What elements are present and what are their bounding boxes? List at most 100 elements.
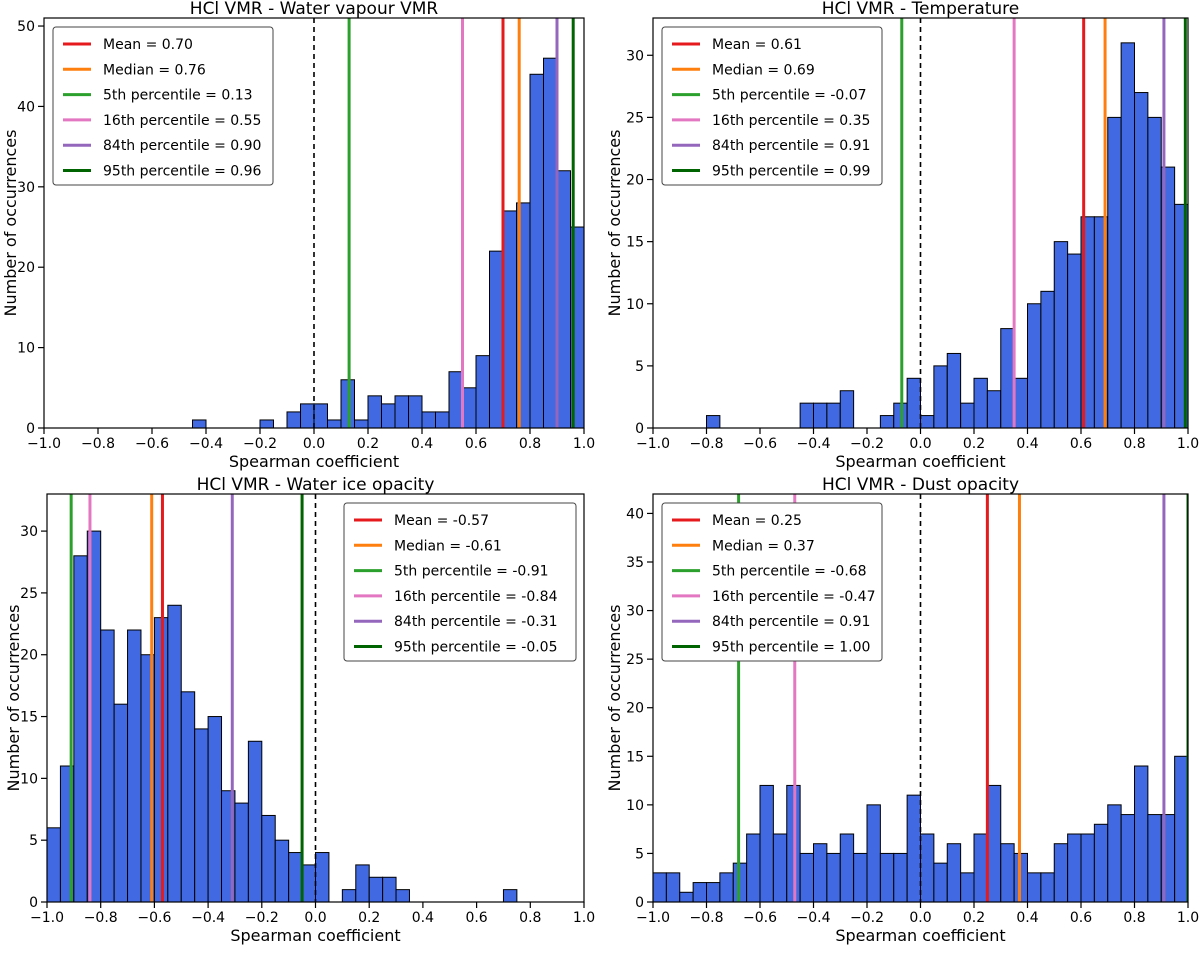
chart-title: HCl VMR - Water ice opacity bbox=[197, 475, 435, 495]
chart-title: HCl VMR - Temperature bbox=[822, 0, 1020, 19]
y-tick-label: 20 bbox=[626, 701, 644, 717]
x-tick-label: −0.2 bbox=[243, 436, 277, 452]
y-tick-label: 5 bbox=[29, 833, 38, 849]
legend-label: 5th percentile = -0.91 bbox=[394, 564, 549, 580]
plot-area bbox=[653, 494, 1188, 902]
histogram-bar bbox=[879, 852, 895, 902]
histogram-bar bbox=[706, 415, 721, 428]
histogram-bar bbox=[489, 250, 504, 428]
x-tick-label: 0.8 bbox=[1123, 910, 1145, 926]
histogram-bar bbox=[920, 415, 935, 428]
histogram-bar bbox=[127, 629, 142, 902]
histogram-bar bbox=[813, 843, 828, 902]
x-tick-label: −0.2 bbox=[850, 436, 884, 452]
legend-label: 16th percentile = -0.47 bbox=[712, 589, 876, 605]
x-tick-label: 1.0 bbox=[1177, 910, 1199, 926]
legend-label: Mean = 0.70 bbox=[103, 37, 193, 53]
y-tick-label: 30 bbox=[20, 524, 38, 540]
histogram-bar bbox=[502, 889, 518, 902]
plot-area bbox=[706, 18, 1188, 428]
y-axis-label: Number of occurrences bbox=[605, 605, 624, 792]
legend-label: 95th percentile = 0.99 bbox=[712, 164, 870, 180]
histogram-bar bbox=[973, 833, 988, 902]
histogram-bar bbox=[327, 419, 342, 428]
legend-label: 84th percentile = 0.91 bbox=[712, 614, 870, 630]
histogram-bar bbox=[1000, 843, 1015, 902]
y-tick-label: 20 bbox=[17, 260, 35, 276]
histogram-bar bbox=[100, 629, 115, 902]
histogram-bar bbox=[502, 210, 517, 428]
legend-label: 95th percentile = 0.96 bbox=[103, 164, 262, 180]
histogram-bar bbox=[355, 864, 370, 902]
x-tick-label: −1.0 bbox=[636, 910, 670, 926]
histogram-bar bbox=[920, 833, 935, 902]
legend-label: 84th percentile = 0.90 bbox=[103, 138, 261, 154]
y-tick-label: 20 bbox=[20, 648, 38, 664]
histogram-bar bbox=[1147, 814, 1162, 902]
legend-box bbox=[661, 26, 883, 186]
x-tick-label: 0.2 bbox=[358, 910, 380, 926]
histogram-bar bbox=[1027, 303, 1042, 428]
x-tick-label: 0.6 bbox=[1070, 436, 1092, 452]
y-tick-label: 15 bbox=[626, 749, 644, 765]
legend: Mean = 0.70 Median = 0.76 5th percentile =… bbox=[52, 26, 274, 186]
histogram-bar bbox=[986, 784, 1002, 902]
y-tick-label: 5 bbox=[635, 359, 644, 375]
y-tick-label: 35 bbox=[626, 555, 644, 571]
histogram-bar bbox=[679, 891, 694, 902]
chart-title: HCl VMR - Dust opacity bbox=[822, 475, 1019, 495]
histogram-bar bbox=[259, 419, 274, 428]
x-tick-label: −1.0 bbox=[636, 436, 670, 452]
histogram-bar bbox=[839, 390, 855, 428]
histogram-bar bbox=[1053, 241, 1069, 428]
y-tick-label: 0 bbox=[26, 421, 35, 437]
legend-box bbox=[52, 26, 274, 186]
histogram-bar bbox=[113, 703, 129, 902]
x-tick-label: 0.6 bbox=[465, 436, 487, 452]
x-tick-label: 0.8 bbox=[1123, 436, 1145, 452]
x-tick-label: 0.2 bbox=[963, 436, 985, 452]
histogram-bar bbox=[746, 833, 761, 902]
histogram-bar bbox=[300, 403, 315, 428]
x-axis-label: Spearman coefficient bbox=[835, 926, 1005, 945]
histogram-bar bbox=[1000, 328, 1015, 428]
x-tick-label: −0.6 bbox=[743, 436, 777, 452]
histogram-bar bbox=[543, 57, 558, 428]
histogram-bar bbox=[772, 833, 788, 902]
histogram-bar bbox=[1134, 92, 1149, 428]
histogram-bar bbox=[462, 387, 477, 428]
histogram-bar bbox=[653, 872, 667, 902]
chart-panel-3: −1.0 −0.8 −0.6 −0.4 −0.2 0.0 0.2 0.4 0.6 0.8 1.0 0 5… bbox=[4, 475, 595, 945]
histogram-bar bbox=[475, 355, 490, 428]
y-tick-label: 10 bbox=[20, 771, 38, 787]
x-tick-label: 0.4 bbox=[1016, 436, 1038, 452]
y-tick-label: 25 bbox=[20, 586, 38, 602]
histogram-bar bbox=[368, 876, 384, 902]
histogram-bar bbox=[286, 411, 301, 428]
histogram-bar bbox=[1053, 843, 1069, 902]
histogram-bar bbox=[946, 352, 962, 428]
y-tick-label: 30 bbox=[626, 604, 644, 620]
chart-panel-4: −1.0 −0.8 −0.6 −0.4 −0.2 0.0 0.2 0.4 0.6 0.8 1.0 0 5… bbox=[605, 475, 1199, 945]
legend-label: Mean = 0.61 bbox=[712, 37, 802, 53]
histogram-bar bbox=[435, 411, 450, 428]
x-tick-label: −0.6 bbox=[135, 436, 169, 452]
histogram-bar bbox=[1093, 823, 1109, 902]
histogram-bar bbox=[893, 852, 908, 902]
x-axis-label: Spearman coefficient bbox=[835, 452, 1005, 471]
histogram-bar bbox=[207, 716, 223, 902]
x-axis-label: Spearman coefficient bbox=[230, 926, 400, 945]
x-tick-label: 0.4 bbox=[412, 910, 434, 926]
histogram-bar bbox=[381, 403, 396, 428]
x-tick-label: 0.0 bbox=[304, 910, 326, 926]
histogram-bar bbox=[706, 882, 721, 902]
histogram-bar bbox=[853, 852, 868, 902]
histogram-bar bbox=[315, 852, 330, 902]
x-tick-label: −0.4 bbox=[189, 436, 223, 452]
histogram-bar bbox=[906, 794, 921, 902]
histogram-bar bbox=[906, 377, 921, 428]
x-tick-label: 0.6 bbox=[1070, 910, 1092, 926]
histogram-bar bbox=[1080, 833, 1095, 902]
histogram-bar bbox=[1187, 42, 1188, 428]
legend-label: Median = 0.76 bbox=[103, 62, 206, 78]
